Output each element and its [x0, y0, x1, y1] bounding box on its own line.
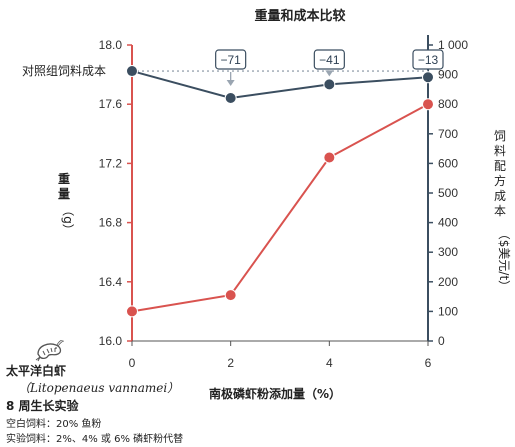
- left-axis: 16.0 16.4 16.8 17.2 17.6 18.0: [99, 38, 133, 348]
- weight-point: [323, 151, 336, 164]
- difference-box: [215, 49, 247, 70]
- experimental-feed-note: 实验饲料：2%、4% 或 6% 磷虾粉代替: [6, 434, 184, 445]
- left-axis-label-char: 量: [58, 187, 70, 201]
- species-latin-name: （Litopenaeus vannamei）: [18, 381, 180, 395]
- left-axis-label-char: 重: [58, 171, 70, 186]
- weight-point: [224, 289, 237, 302]
- shrimp-icon: [35, 340, 64, 362]
- cost-point: [126, 65, 138, 78]
- chart-title: 重量和成本比较: [254, 8, 345, 24]
- right-axis-label-char: 成: [494, 189, 506, 203]
- left-axis-tick-label: 17.2: [99, 156, 123, 170]
- cost-series-line: [131, 70, 429, 100]
- right-axis-tick-label: 600: [438, 156, 458, 170]
- right-axis-tick-label: 100: [438, 304, 458, 318]
- cost-point: [323, 78, 336, 91]
- difference-label: −71: [220, 53, 241, 67]
- left-axis-tick-label: 16.4: [99, 275, 123, 289]
- right-axis-tick-label: 500: [438, 186, 458, 200]
- x-axis-tick-label: 0: [129, 356, 136, 370]
- control-feed-note: 空白饲料：20% 鱼粉: [6, 419, 102, 430]
- weight-point: [126, 305, 138, 318]
- cost-point: [224, 91, 237, 104]
- left-axis-tick-label: 16.8: [99, 216, 123, 230]
- reference-line-label: 对照组饲料成本: [22, 64, 106, 78]
- right-axis-tick-label: 900: [438, 68, 458, 82]
- right-axis: 0 100 200 300 400 500 600 700 800 900 1 000: [427, 35, 468, 348]
- right-axis-label-char: 方: [494, 173, 506, 188]
- right-axis-label-char: 饲: [494, 129, 506, 143]
- reference-line-group: 对照组饲料成本: [22, 64, 428, 78]
- right-axis-tick-label: 700: [438, 127, 458, 141]
- difference-box: [313, 49, 345, 70]
- difference-label: −13: [418, 53, 439, 67]
- difference-label: −41: [319, 53, 340, 67]
- x-axis-tick-label: 6: [425, 356, 432, 370]
- difference-arrow-head: [325, 70, 334, 77]
- right-axis-tick-label: 0: [438, 334, 445, 348]
- right-axis-unit: （$美元/t）: [497, 228, 511, 292]
- right-axis-label-char: 配: [494, 159, 506, 173]
- right-axis-tick-label: 300: [438, 245, 458, 259]
- left-axis-tick-label: 16.0: [99, 334, 123, 348]
- right-axis-tick-label: 200: [438, 275, 458, 289]
- right-axis-tick-label: 800: [438, 97, 458, 111]
- left-axis-tick-label: 17.6: [99, 97, 123, 111]
- left-axis-label: 重量 （g）: [58, 171, 75, 236]
- right-axis-label-char: 本: [494, 204, 506, 218]
- right-axis-tick-label: 1 000: [438, 38, 468, 52]
- x-axis: 0 2 4 6: [129, 340, 432, 370]
- trial-title: 8 周生长实验: [6, 399, 79, 413]
- x-axis-tick-label: 2: [227, 356, 234, 370]
- x-axis-label: 南极磷虾粉添加量（%）: [209, 386, 341, 401]
- difference-box: [412, 49, 444, 70]
- weight-point: [422, 98, 434, 111]
- series-group: [126, 65, 434, 318]
- x-axis-tick-label: 4: [326, 356, 333, 370]
- right-axis-label-char: 料: [494, 144, 506, 158]
- left-axis-tick-label: 18.0: [99, 38, 123, 52]
- cost-point: [422, 71, 434, 84]
- left-axis-unit: （g）: [61, 204, 75, 236]
- weight-series-line: [131, 103, 429, 313]
- difference-arrow-head: [226, 80, 235, 87]
- difference-annotations: −71 −41 −13: [215, 49, 444, 87]
- right-axis-tick-label: 400: [438, 216, 458, 230]
- species-name: 太平洋白虾: [6, 364, 67, 378]
